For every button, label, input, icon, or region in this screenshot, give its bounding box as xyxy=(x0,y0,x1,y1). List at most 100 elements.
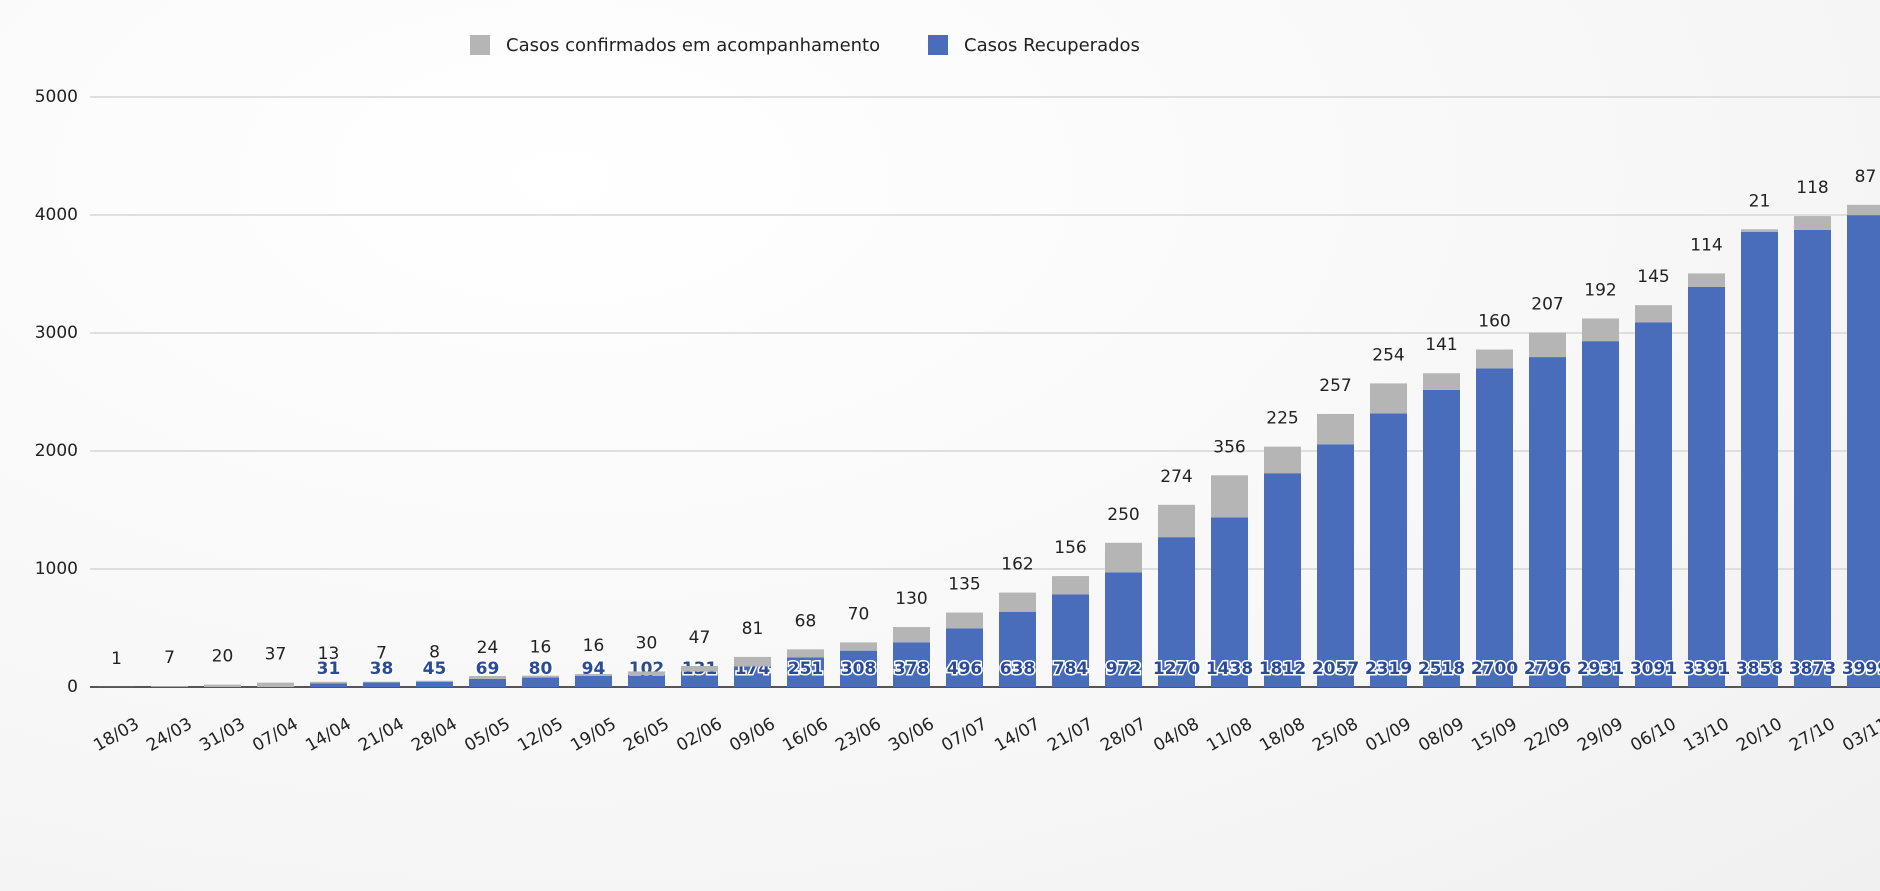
bar-segment xyxy=(575,675,612,687)
x-tick-label: 11/08 xyxy=(1203,714,1255,756)
data-label: 356 xyxy=(1213,437,1245,457)
x-tick-label: 05/05 xyxy=(461,714,513,756)
bar-segment xyxy=(1052,576,1089,595)
bar-segment xyxy=(893,627,930,643)
data-label: 102 xyxy=(629,659,665,679)
data-label: 21 xyxy=(1749,191,1771,211)
x-tick-label: 15/09 xyxy=(1468,714,1520,756)
data-label: 274 xyxy=(1160,467,1192,487)
data-label: 114 xyxy=(1690,235,1722,255)
data-label: 16 xyxy=(530,638,552,658)
data-label: 638 xyxy=(1000,659,1036,679)
x-tick-label: 21/07 xyxy=(1044,714,1096,756)
bar-segment xyxy=(1264,473,1301,687)
bar-segment xyxy=(1158,537,1195,687)
data-label: 8 xyxy=(429,643,440,663)
x-tick-label: 23/06 xyxy=(832,714,884,756)
bar-segment xyxy=(416,681,453,687)
y-tick-label: 0 xyxy=(67,677,78,697)
bar-segment xyxy=(787,657,824,687)
data-label: 257 xyxy=(1319,376,1351,396)
data-label: 30 xyxy=(636,633,658,653)
bar-segment xyxy=(999,611,1036,687)
x-tick-label: 27/10 xyxy=(1786,714,1838,756)
data-label: 16 xyxy=(583,636,605,656)
data-label: 784 xyxy=(1053,659,1089,679)
bar-segment xyxy=(416,680,453,682)
bar-segment xyxy=(1105,542,1142,573)
bar-segment xyxy=(1211,475,1248,518)
x-tick-label: 18/08 xyxy=(1256,714,1308,756)
bar-segment xyxy=(1582,341,1619,687)
data-label: 207 xyxy=(1531,295,1563,315)
bar-segment xyxy=(681,671,718,687)
data-label: 3999 xyxy=(1842,659,1880,679)
bar-segment xyxy=(734,656,771,667)
data-label: 2319 xyxy=(1365,659,1412,679)
data-label: 69 xyxy=(476,659,500,679)
bar-segment xyxy=(1264,446,1301,474)
bar-segment xyxy=(946,612,983,629)
data-label: 1270 xyxy=(1153,659,1200,679)
data-label: 118 xyxy=(1796,178,1828,198)
bar-segment xyxy=(1741,229,1778,232)
data-label: 254 xyxy=(1372,345,1404,365)
x-tick-label: 13/10 xyxy=(1680,714,1732,756)
data-label: 7 xyxy=(164,648,175,668)
bar-segment xyxy=(1688,273,1725,287)
data-label: 3858 xyxy=(1736,659,1783,679)
data-label: 972 xyxy=(1106,659,1142,679)
data-label: 2796 xyxy=(1524,659,1571,679)
legend-label: Casos confirmados em acompanhamento xyxy=(506,35,880,56)
data-label: 378 xyxy=(894,659,930,679)
x-tick-label: 03/11 xyxy=(1839,714,1880,756)
bar-segment xyxy=(787,649,824,658)
x-tick-label: 28/07 xyxy=(1097,714,1149,756)
x-tick-label: 18/03 xyxy=(90,714,142,756)
x-tick-label: 25/08 xyxy=(1309,714,1361,756)
x-tick-label: 09/06 xyxy=(726,714,778,756)
data-label: 47 xyxy=(689,628,711,648)
x-tick-label: 24/03 xyxy=(143,714,195,756)
data-label: 160 xyxy=(1478,312,1510,332)
y-tick-label: 3000 xyxy=(35,323,78,343)
bar-segment xyxy=(1529,357,1566,687)
bar-segment xyxy=(1105,572,1142,687)
data-label: 130 xyxy=(895,589,927,609)
legend-label: Casos Recuperados xyxy=(964,35,1140,56)
bar-segment xyxy=(363,681,400,683)
bar-segment xyxy=(522,677,559,687)
data-label: 162 xyxy=(1001,555,1033,575)
data-label: 45 xyxy=(423,659,447,679)
x-tick-label: 14/07 xyxy=(991,714,1043,756)
bar-segment xyxy=(1529,332,1566,358)
x-tick-label: 07/07 xyxy=(938,714,990,756)
data-label: 145 xyxy=(1637,267,1669,287)
bar-segment xyxy=(681,665,718,672)
bar-segment xyxy=(310,681,347,684)
bar-segment xyxy=(840,642,877,651)
bar-segment xyxy=(1317,444,1354,687)
data-label: 141 xyxy=(1425,335,1457,355)
x-tick-label: 31/03 xyxy=(196,714,248,756)
data-label: 7 xyxy=(376,644,387,664)
bar-segment xyxy=(1582,318,1619,342)
bar-segment xyxy=(204,684,241,687)
data-label: 225 xyxy=(1266,409,1298,429)
x-tick-label: 08/09 xyxy=(1415,714,1467,756)
x-tick-label: 19/05 xyxy=(567,714,619,756)
data-label: 94 xyxy=(582,659,606,679)
bar-segment xyxy=(1423,373,1460,390)
data-label: 24 xyxy=(477,638,499,658)
x-tick-label: 21/04 xyxy=(355,714,407,756)
data-label: 70 xyxy=(848,604,870,624)
bar-segment xyxy=(575,674,612,676)
bar-segment xyxy=(1794,229,1831,687)
x-tick-label: 02/06 xyxy=(673,714,725,756)
data-label: 2700 xyxy=(1471,659,1518,679)
bar-segment xyxy=(1476,349,1513,369)
bar-segment xyxy=(1847,215,1880,688)
bar-segment xyxy=(946,628,983,687)
